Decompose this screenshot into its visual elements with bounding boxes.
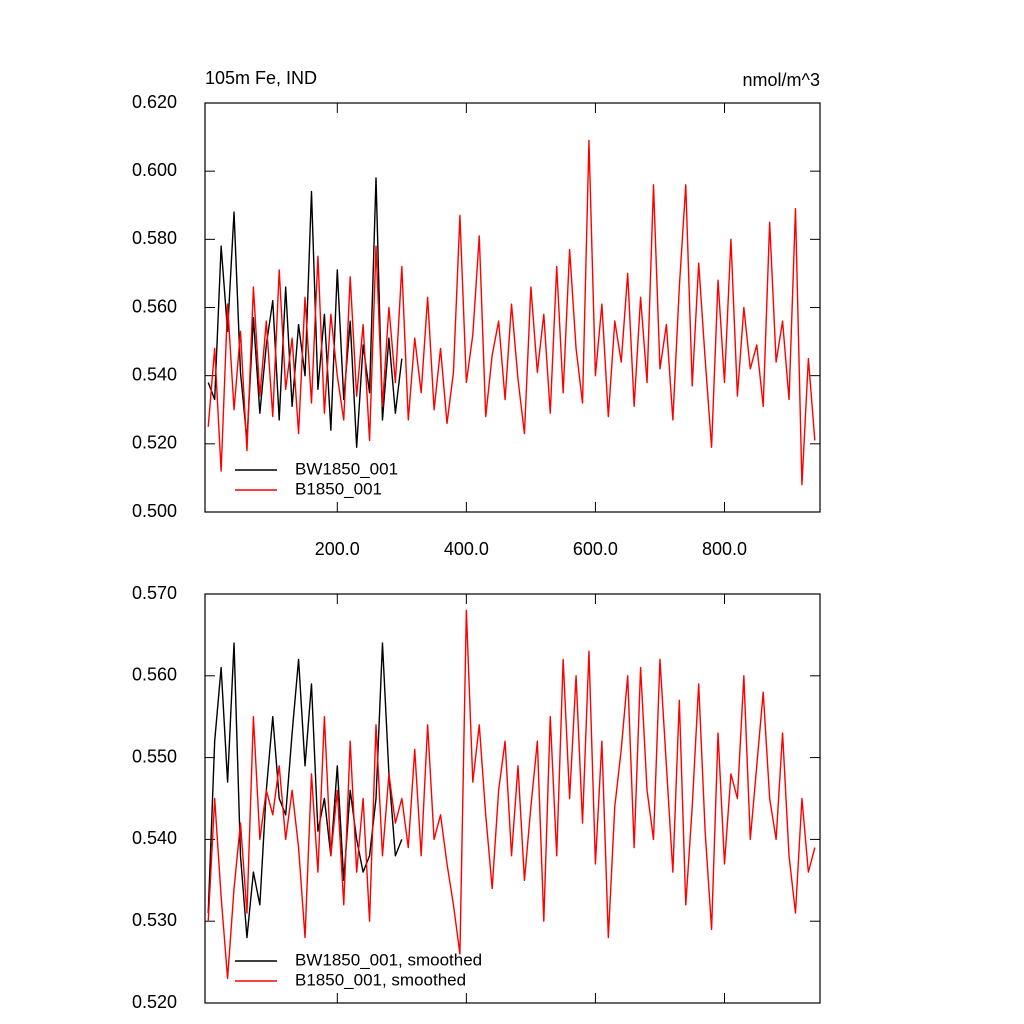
y-tick-label: 0.540 xyxy=(132,828,177,848)
units-label: nmol/m^3 xyxy=(743,70,820,90)
panel: 105m Fe, IND nmol/m^3 0.500 0.520 0.540 0.560… xyxy=(132,68,821,559)
y-tick-label: 0.620 xyxy=(132,92,177,112)
legend-label: BW1850_001 xyxy=(295,459,398,478)
y-tick-label: 0.500 xyxy=(132,501,177,521)
y-tick-label: 0.560 xyxy=(132,665,177,685)
y-tick-label: 0.540 xyxy=(132,364,177,384)
plot-frame xyxy=(204,593,821,1004)
legend-label: BW1850_001, smoothed xyxy=(295,950,482,969)
x-tick-label: 400.0 xyxy=(444,539,489,559)
series-line xyxy=(207,177,403,448)
x-tick-label: 800.0 xyxy=(702,539,747,559)
plot-frame xyxy=(204,102,821,513)
legend-label: B1850_001 xyxy=(295,479,382,498)
y-tick-label: 0.570 xyxy=(132,583,177,603)
series-line xyxy=(207,139,816,486)
x-tick-label: 600.0 xyxy=(573,539,618,559)
y-tick-label: 0.580 xyxy=(132,228,177,248)
legend-label: B1850_001, smoothed xyxy=(295,970,466,989)
x-tick-label: 200.0 xyxy=(315,539,360,559)
series-line xyxy=(207,609,816,980)
y-tick-label: 0.560 xyxy=(132,296,177,316)
panel: 0.520 0.530 0.540 0.550 0.560 0.570 BW1850_001… xyxy=(132,583,821,1012)
chart-title: 105m Fe, IND xyxy=(205,68,317,88)
series-line xyxy=(207,642,403,939)
y-tick-label: 0.520 xyxy=(132,992,177,1012)
y-tick-label: 0.530 xyxy=(132,910,177,930)
y-tick-label: 0.600 xyxy=(132,160,177,180)
y-tick-label: 0.520 xyxy=(132,433,177,453)
y-tick-label: 0.550 xyxy=(132,746,177,766)
